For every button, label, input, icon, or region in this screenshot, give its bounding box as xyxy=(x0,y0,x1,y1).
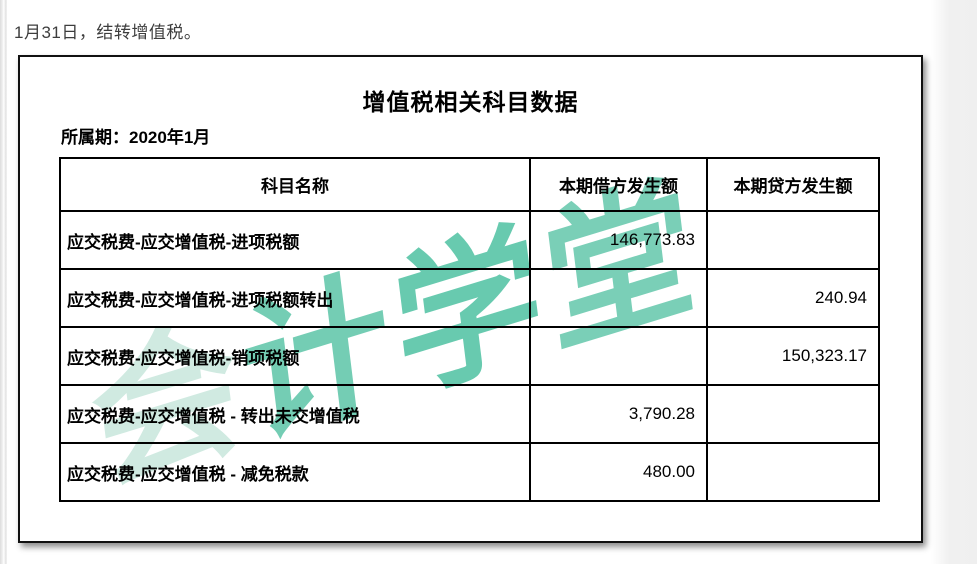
header-credit: 本期贷方发生额 xyxy=(706,157,880,212)
table-row: 应交税费-应交增值税-进项税额转出 240.94 xyxy=(59,268,880,328)
credit-cell xyxy=(706,384,880,444)
credit-cell xyxy=(706,442,880,502)
credit-cell: 240.94 xyxy=(706,268,880,328)
account-cell: 应交税费-应交增值税 - 转出未交增值税 xyxy=(59,384,531,444)
period-label: 所属期：2020年1月 xyxy=(61,128,211,147)
debit-cell: 480.00 xyxy=(529,442,708,502)
credit-cell xyxy=(706,210,880,270)
table-row: 应交税费-应交增值税 - 转出未交增值税 3,790.28 xyxy=(59,384,880,444)
account-cell: 应交税费-应交增值税-进项税额转出 xyxy=(59,268,531,328)
header-debit: 本期借方发生额 xyxy=(529,157,708,212)
table-row: 应交税费-应交增值税-销项税额 150,323.17 xyxy=(59,326,880,386)
data-panel: 会计学堂 增值税相关科目数据 所属期：2020年1月 科目名称 本期借方发生额 … xyxy=(18,55,923,543)
top-note: 1月31日，结转增值税。 xyxy=(14,23,202,42)
left-gutter xyxy=(0,0,7,564)
debit-cell: 146,773.83 xyxy=(529,210,708,270)
credit-cell: 150,323.17 xyxy=(706,326,880,386)
header-account-name: 科目名称 xyxy=(59,157,531,212)
panel-title: 增值税相关科目数据 xyxy=(362,89,579,115)
vat-account-table: 科目名称 本期借方发生额 本期贷方发生额 应交税费-应交增值税-进项税额 146… xyxy=(59,157,880,502)
account-cell: 应交税费-应交增值税-销项税额 xyxy=(59,326,531,386)
account-cell: 应交税费-应交增值税-进项税额 xyxy=(59,210,531,270)
debit-cell xyxy=(529,268,708,328)
debit-cell: 3,790.28 xyxy=(529,384,708,444)
right-gutter xyxy=(931,0,977,564)
table-row: 应交税费-应交增值税-进项税额 146,773.83 xyxy=(59,210,880,270)
table-row: 应交税费-应交增值税 - 减免税款 480.00 xyxy=(59,442,880,502)
account-cell: 应交税费-应交增值税 - 减免税款 xyxy=(59,442,531,502)
debit-cell xyxy=(529,326,708,386)
header-row: 科目名称 本期借方发生额 本期贷方发生额 xyxy=(59,157,880,212)
